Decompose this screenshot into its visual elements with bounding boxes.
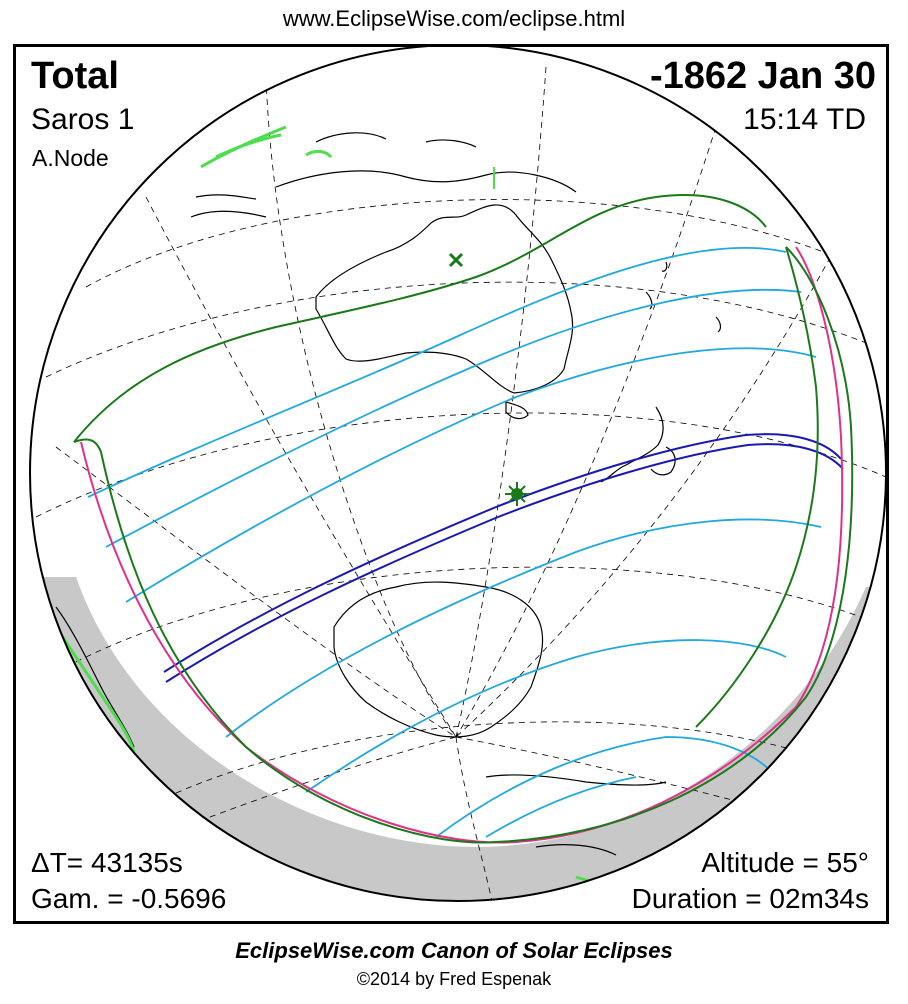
node-label: A.Node [32,145,109,171]
site-url[interactable]: www.EclipseWise.com/eclipse.html [282,6,626,31]
antarctica-coast [333,581,544,738]
delta-t-value: ΔT= 43135s [31,847,183,878]
australia-coast [315,204,574,394]
duration-value: Duration = 02m34s [631,883,869,914]
gamma-value: Gam. = -0.5696 [31,883,227,914]
new-zealand-coast [600,406,664,483]
eclipse-time: 15:14 TD [743,103,866,136]
saros-number: Saros 1 [31,103,135,136]
canon-title: EclipseWise.com Canon of Solar Eclipses [235,938,673,963]
altitude-value: Altitude = 55° [701,847,869,878]
star-marker-icon [505,482,529,506]
penumbra-limits [73,194,854,844]
copyright-notice: ©2014 by Fred Espenak [356,969,552,989]
globe-disc [30,47,886,901]
central-path [163,433,844,683]
globe-outline [29,47,886,902]
eclipse-map-panel: Total -1862 Jan 30 Saros 1 15:14 TD A.No… [13,44,889,924]
eclipse-type: Total [31,55,119,97]
magnitude-contours [87,246,822,838]
eclipse-date: -1862 Jan 30 [649,55,876,97]
coastlines [55,132,722,856]
graticule [35,66,886,901]
x-marker-icon [448,252,464,268]
globe-map [29,47,886,902]
